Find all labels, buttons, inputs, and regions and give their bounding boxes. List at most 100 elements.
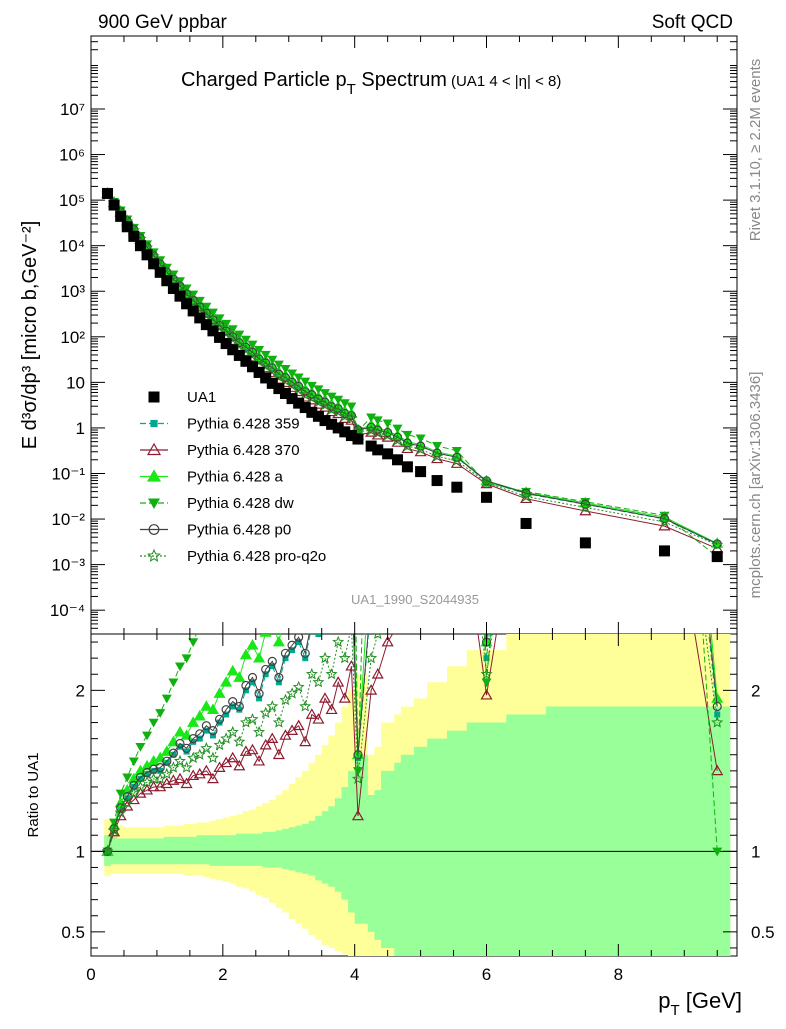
- data-point: [148, 258, 160, 270]
- ratio-point: [170, 751, 177, 758]
- ratio-point: [432, 524, 442, 533]
- ratio-point: [121, 796, 134, 809]
- data-point: [481, 491, 493, 503]
- series-point: [401, 439, 414, 452]
- ratio-point: [366, 316, 376, 325]
- data-point: [319, 415, 331, 427]
- series-point: [402, 438, 413, 448]
- series-point: [306, 381, 317, 391]
- series-point: [267, 355, 278, 365]
- ratio-markers-4: [102, 360, 722, 856]
- y-tick-label: 10²: [60, 328, 85, 347]
- ratio-point: [452, 235, 462, 244]
- plot-title: Charged Particle pT Spectrum (UA1 4 < |η|…: [181, 69, 561, 98]
- ratio-point: [167, 761, 180, 773]
- ratio-point: [416, 508, 426, 517]
- ratio-point: [221, 566, 231, 575]
- ratio-point: [305, 708, 318, 719]
- ratio-point: [319, 651, 332, 664]
- ratio-point: [216, 719, 223, 726]
- ratio-point: [286, 687, 299, 699]
- series-markers-2: [101, 187, 724, 548]
- ratio-point: [371, 668, 384, 679]
- x-tick-label: 2: [218, 965, 227, 984]
- data-point: [372, 444, 384, 456]
- ratio-point: [272, 748, 285, 760]
- ratio-point: [188, 638, 199, 648]
- ratio-point: [325, 703, 338, 715]
- data-point: [312, 410, 324, 422]
- data-point: [108, 199, 120, 211]
- ratio-point: [183, 748, 190, 755]
- ratio-point: [234, 701, 244, 712]
- analysis-watermark: UA1_1990_S2044935: [351, 592, 479, 607]
- ratio-point: [148, 718, 159, 728]
- ratio-point: [239, 716, 252, 728]
- uncertainty-band-stat: [104, 706, 731, 956]
- series-point: [279, 374, 292, 386]
- ratio-point: [373, 284, 383, 293]
- ratio-point: [402, 188, 412, 197]
- ratio-point: [180, 761, 193, 773]
- y-tick-label: 10³: [60, 282, 85, 301]
- ratio-tick-label: 0.5: [61, 923, 85, 942]
- ratio-point: [259, 706, 272, 718]
- data-point: [332, 422, 344, 434]
- series-point: [260, 350, 271, 360]
- data-point: [260, 372, 272, 384]
- ratio-point: [523, 285, 529, 291]
- ratio-point: [340, 316, 350, 325]
- series-point: [383, 427, 393, 438]
- y-tick-label: 10⁻⁴: [50, 601, 85, 620]
- data-point: [167, 282, 179, 294]
- series-point: [227, 325, 238, 335]
- ratio-point: [302, 655, 309, 662]
- ratio-point: [226, 751, 239, 763]
- series-point: [226, 332, 239, 344]
- ratio-point: [309, 623, 315, 629]
- ratio-point: [128, 757, 139, 767]
- ratio-point: [403, 549, 413, 558]
- series-point: [292, 382, 305, 395]
- legend-label: Pythia 6.428 p0: [187, 522, 291, 539]
- ratio-point: [253, 754, 266, 766]
- ratio-point: [383, 252, 393, 261]
- ratio-line-3: [106, 634, 718, 852]
- series-line-0: [107, 193, 718, 545]
- series-point: [280, 364, 291, 374]
- ratio-point: [432, 460, 442, 469]
- series-point: [207, 308, 218, 318]
- ratio-tick-label-right: 1: [751, 842, 760, 861]
- ratio-point: [300, 605, 310, 614]
- y-tick-label: 10⁻¹: [51, 464, 85, 483]
- ratio-point: [122, 773, 133, 783]
- ratio-point: [712, 701, 722, 712]
- series-point: [346, 402, 357, 412]
- ratio-point: [141, 775, 154, 788]
- ratio-point: [333, 532, 343, 541]
- ratio-point: [254, 688, 264, 699]
- series-point: [451, 447, 462, 456]
- ratio-point: [404, 478, 410, 484]
- ratio-point: [220, 732, 233, 744]
- ratio-point: [659, 43, 669, 52]
- ratio-point: [272, 635, 285, 647]
- y-tick-label: 10: [66, 373, 85, 392]
- ratio-point: [221, 705, 231, 715]
- series-point: [312, 395, 325, 408]
- ratio-point: [315, 634, 322, 637]
- ratio-point: [483, 655, 490, 662]
- data-markers: [101, 187, 723, 563]
- ratio-point: [305, 668, 318, 680]
- ratio-point: [711, 716, 724, 728]
- data-point: [214, 331, 226, 343]
- ratio-point: [433, 360, 441, 368]
- data-point: [382, 448, 394, 460]
- legend-marker: [148, 391, 160, 403]
- ratio-point: [266, 700, 279, 712]
- series-point: [333, 404, 343, 414]
- ratio-point: [313, 373, 323, 382]
- ratio-point: [142, 731, 153, 741]
- ratio-markers-1: [101, 524, 724, 856]
- ratio-point: [229, 703, 236, 710]
